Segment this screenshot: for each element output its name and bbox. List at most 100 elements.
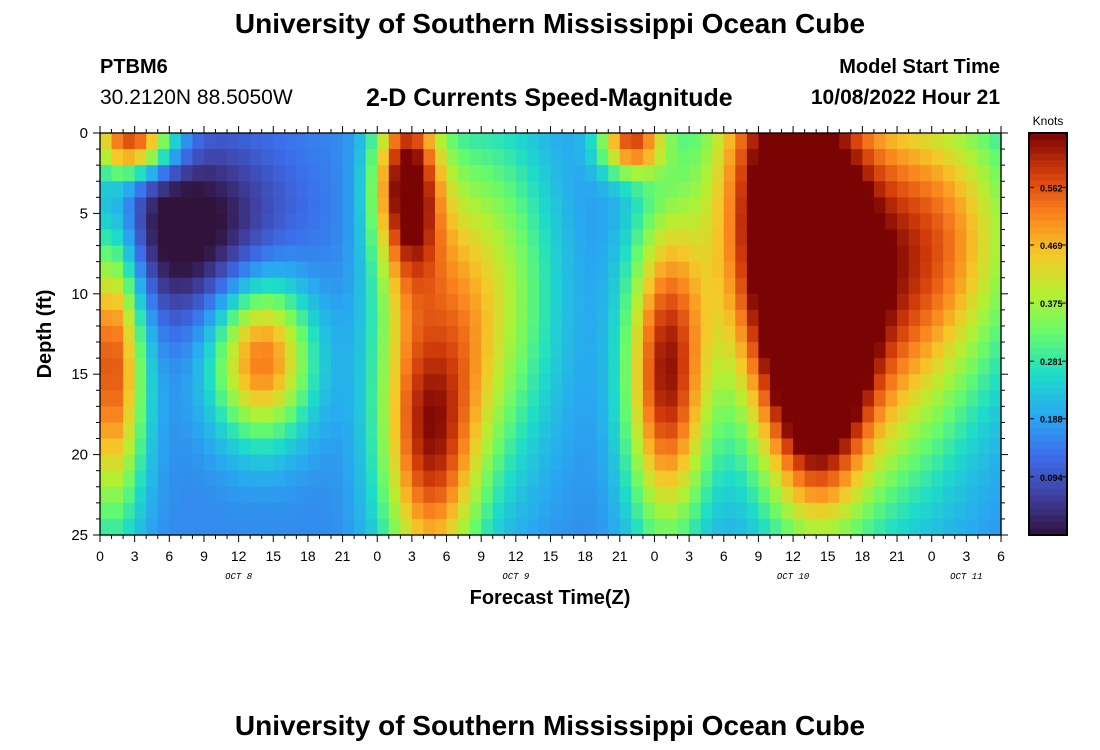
colorbar-segment [1029, 481, 1067, 489]
heatmap-cell [642, 486, 656, 504]
heatmap-cell [966, 390, 979, 407]
heatmap-cell [769, 149, 783, 166]
x-tick-label: 6 [165, 548, 173, 564]
colorbar-segment [1029, 200, 1067, 208]
heatmap-cell [596, 470, 609, 488]
heatmap-cell [111, 486, 124, 504]
heatmap-cell [666, 454, 679, 472]
heatmap-cell [469, 149, 482, 166]
heatmap-cell [550, 325, 563, 343]
heatmap-cell [227, 245, 240, 263]
heatmap-cell [712, 181, 725, 198]
heatmap-cell [319, 245, 332, 263]
heatmap-cell [816, 502, 829, 520]
colorbar-segment [1029, 380, 1067, 389]
x-tick-label: 0 [373, 548, 381, 564]
heatmap-cell [954, 438, 967, 456]
heatmap-cell [689, 133, 702, 150]
heatmap-cell [954, 149, 967, 166]
heatmap-cell [492, 422, 505, 440]
page-title: University of Southern Mississippi Ocean… [234, 8, 866, 39]
heatmap-cell [377, 454, 390, 472]
heatmap-cell [677, 245, 690, 263]
heatmap-cell [377, 149, 390, 166]
heatmap-cell [100, 277, 113, 295]
heatmap-cell [284, 245, 297, 263]
heatmap-cell [873, 342, 887, 359]
heatmap-cell [793, 309, 806, 327]
heatmap-cell [180, 245, 194, 263]
station-coordinates: 30.2120N 88.5050W [100, 86, 293, 109]
heatmap-cell [596, 133, 609, 150]
heatmap-cell [134, 502, 147, 520]
heatmap-cell [619, 261, 632, 279]
heatmap-cell [954, 422, 967, 440]
heatmap-cell [123, 454, 136, 472]
heatmap-cell [723, 181, 736, 198]
heatmap-cell [873, 358, 887, 375]
heatmap-cell [596, 342, 609, 359]
heatmap-cell [319, 261, 332, 279]
heatmap-cell [689, 374, 702, 391]
heatmap-cell [203, 470, 217, 488]
heatmap-cell [169, 358, 182, 375]
heatmap-cell [666, 470, 679, 488]
heatmap-cell [666, 502, 679, 520]
heatmap-cell [712, 325, 725, 343]
heatmap-cell [538, 165, 552, 182]
heatmap-cell [111, 309, 124, 327]
heatmap-cell [481, 342, 494, 359]
heatmap-cell [469, 293, 482, 311]
heatmap-cell [550, 165, 563, 182]
heatmap-cell [689, 181, 702, 198]
heatmap-cell [943, 213, 956, 231]
heatmap-cell [562, 133, 575, 150]
heatmap-cell [931, 342, 944, 359]
x-tick-label: 0 [96, 548, 104, 564]
heatmap-cell [585, 181, 598, 198]
heatmap-cell [839, 261, 852, 279]
heatmap-cell [365, 342, 378, 359]
heatmap-cell [804, 293, 817, 311]
heatmap-cell [354, 149, 367, 166]
heatmap-cell [100, 374, 113, 391]
heatmap-cell [446, 486, 459, 504]
heatmap-cell [943, 181, 956, 198]
heatmap-cell [354, 309, 367, 327]
heatmap-cell [331, 406, 344, 424]
heatmap-cell [758, 374, 771, 391]
heatmap-cell [515, 374, 528, 391]
heatmap-cell [827, 229, 840, 247]
heatmap-cell [920, 358, 933, 375]
heatmap-cell [654, 149, 667, 166]
heatmap-cell [111, 470, 124, 488]
heatmap-cell [585, 261, 598, 279]
heatmap-cell [296, 438, 309, 456]
heatmap-cell [411, 486, 425, 504]
heatmap-cell [966, 325, 979, 343]
heatmap-cell [596, 277, 609, 295]
heatmap-cell [423, 422, 436, 440]
x-tick-label: 15 [820, 548, 836, 564]
heatmap-cell [180, 293, 194, 311]
heatmap-cell [273, 213, 286, 231]
heatmap-cell [296, 277, 309, 295]
heatmap-cell [192, 181, 205, 198]
heatmap-cell [250, 261, 263, 279]
heatmap-cell [977, 342, 991, 359]
heatmap-cell [827, 358, 840, 375]
heatmap-cell [550, 309, 563, 327]
heatmap-cell [562, 374, 575, 391]
heatmap-cell [111, 390, 124, 407]
heatmap-cell [850, 149, 863, 166]
heatmap-cell [989, 422, 1002, 440]
heatmap-cell [307, 518, 321, 536]
heatmap-cell [203, 438, 217, 456]
heatmap-cell [146, 438, 159, 456]
heatmap-cell [700, 197, 713, 214]
heatmap-cell [169, 486, 182, 504]
heatmap-cell [769, 518, 783, 536]
heatmap-cell [331, 518, 344, 536]
heatmap-cell [977, 454, 991, 472]
heatmap-cell [816, 518, 829, 536]
